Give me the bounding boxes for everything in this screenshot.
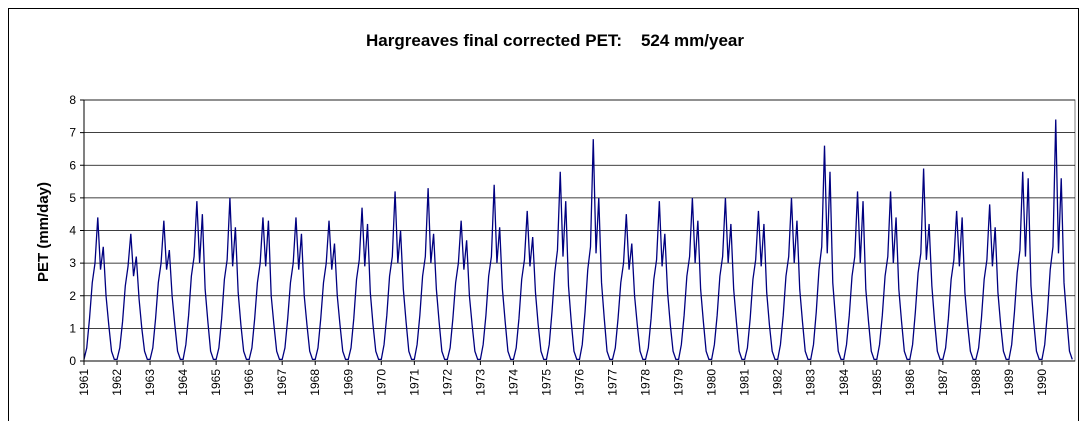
x-tick-label: 1976 [573, 369, 587, 396]
y-axis-label: PET (mm/day) [35, 182, 52, 282]
y-tick-label: 7 [69, 126, 76, 140]
x-tick-label: 1973 [473, 369, 487, 396]
x-tick-label: 1968 [308, 369, 322, 396]
x-tick-label: 1987 [936, 369, 950, 396]
x-tick-label: 1970 [374, 369, 388, 396]
x-tick-label: 1988 [969, 369, 983, 396]
x-tick-label: 1977 [606, 369, 620, 396]
x-tick-label: 1962 [110, 369, 124, 396]
x-tick-label: 1989 [1002, 369, 1016, 396]
y-tick-label: 0 [69, 354, 76, 368]
x-tick-label: 1980 [705, 369, 719, 396]
x-tick-label: 1985 [870, 369, 884, 396]
x-tick-label: 1978 [639, 369, 653, 396]
x-tick-label: 1961 [77, 369, 91, 396]
x-tick-label: 1971 [407, 369, 421, 396]
x-tick-label: 1990 [1035, 369, 1049, 396]
x-tick-label: 1979 [672, 369, 686, 396]
x-tick-label: 1981 [738, 369, 752, 396]
x-tick-label: 1974 [506, 369, 520, 396]
x-tick-label: 1975 [539, 369, 553, 396]
x-tick-label: 1972 [440, 369, 454, 396]
x-tick-label: 1983 [804, 369, 818, 396]
x-tick-label: 1966 [242, 369, 256, 396]
y-tick-label: 4 [69, 224, 76, 238]
y-tick-label: 3 [69, 256, 76, 270]
chart-title: Hargreaves final corrected PET: 524 mm/y… [366, 31, 744, 50]
x-tick-label: 1982 [771, 369, 785, 396]
x-tick-label: 1967 [275, 369, 289, 396]
y-tick-label: 2 [69, 289, 76, 303]
y-tick-label: 8 [69, 93, 76, 107]
y-tick-label: 6 [69, 158, 76, 172]
x-tick-label: 1965 [209, 369, 223, 396]
x-tick-label: 1964 [176, 369, 190, 396]
x-tick-label: 1969 [341, 369, 355, 396]
x-tick-label: 1963 [143, 369, 157, 396]
x-tick-label: 1984 [837, 369, 851, 396]
data-line [83, 119, 1073, 361]
y-tick-label: 5 [69, 191, 76, 205]
x-tick-label: 1986 [903, 369, 917, 396]
y-tick-label: 1 [69, 321, 76, 335]
